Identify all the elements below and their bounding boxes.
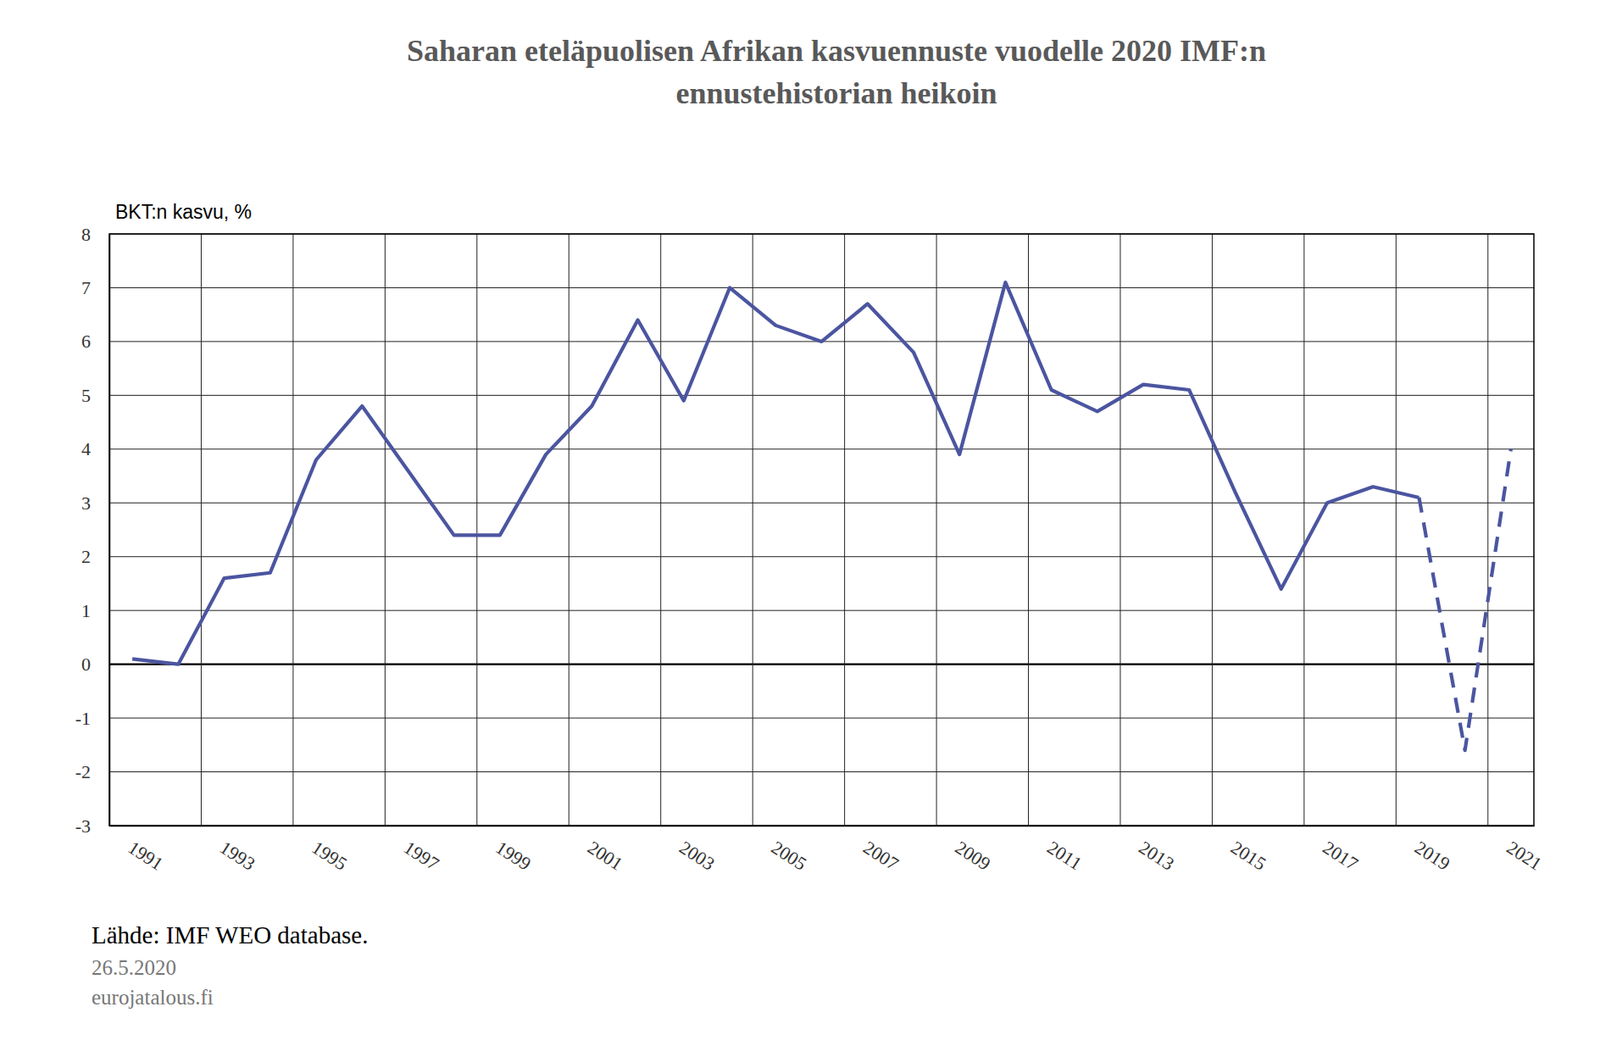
source: Lähde: IMF WEO database. (91, 921, 368, 949)
y-tick: 7 (81, 277, 110, 299)
data-line (1418, 449, 1511, 750)
y-tick: -3 (75, 815, 110, 837)
title: Saharan eteläpuolisen Afrikan kasvuennus… (406, 33, 1267, 68)
x-tick-label: 1991 (124, 836, 168, 875)
grid-line (752, 233, 754, 826)
y-axis-title: BKT:n kasvu, % (115, 200, 252, 223)
x-tick: 2015 (1227, 825, 1271, 875)
series-group (132, 282, 1512, 750)
x-tick: 1991 (124, 825, 168, 875)
grid-line (1487, 233, 1489, 826)
x-tick-label: 1993 (216, 836, 260, 875)
date: 26.5.2020 (91, 955, 177, 979)
y-tick-label: 6 (81, 330, 91, 352)
x-tick-label: 2007 (859, 836, 903, 875)
y-tick: 2 (81, 545, 110, 567)
x-tick: 2009 (951, 825, 995, 875)
x-tick-label: 2005 (767, 836, 812, 875)
y-tick-label: 1 (81, 600, 91, 622)
grid-line (568, 233, 570, 826)
x-tick-label: 2011 (1043, 836, 1086, 874)
x-tick-label: 2015 (1227, 836, 1271, 875)
x-tick: 1999 (491, 825, 535, 875)
y-tick-label: -1 (75, 707, 91, 729)
title: ennustehistorian heikoin (675, 76, 997, 111)
y-tick: 1 (81, 600, 110, 622)
x-tick: 1995 (308, 825, 352, 875)
grid-line (109, 663, 1534, 666)
grid-line (1395, 233, 1397, 826)
y-tick: 0 (81, 653, 110, 675)
x-tick: 2003 (675, 825, 719, 875)
grid-line (1303, 233, 1305, 826)
grid-line (660, 233, 662, 826)
grid-line (292, 233, 294, 826)
y-tick-label: -2 (75, 761, 91, 783)
x-tick: 2005 (767, 825, 812, 875)
x-tick-label: 2001 (583, 836, 628, 875)
x-tick-label: 2017 (1319, 836, 1363, 875)
grid-line (384, 233, 386, 826)
grid-line (1027, 233, 1029, 826)
chart: Saharan eteläpuolisen Afrikan kasvuennus… (0, 0, 1600, 1046)
plot-frame (109, 233, 1534, 826)
x-tick: 2019 (1411, 825, 1455, 875)
x-axis: 1991 1993 1995 1997 1999 2001 2003 2005 2007 2009… (110, 825, 1546, 875)
y-axis-line (109, 234, 112, 827)
grid-line (936, 233, 938, 826)
y-tick-label: 7 (81, 277, 91, 299)
y-tick-label: 3 (81, 492, 91, 514)
y-tick-label: 5 (81, 384, 91, 406)
x-tick-label: 2021 (1502, 836, 1546, 875)
x-tick-label: 2019 (1411, 836, 1455, 875)
x-tick-label: 2003 (675, 836, 719, 875)
y-tick-label: 2 (81, 545, 91, 567)
y-tick-label: 8 (81, 223, 91, 245)
grid-line (200, 233, 202, 826)
grid-line (109, 394, 1534, 396)
x-tick-label: 2009 (951, 836, 995, 875)
y-tick: 4 (81, 438, 110, 460)
data-line (132, 282, 1419, 665)
x-tick-label: 1997 (400, 836, 444, 875)
y-tick-label: 0 (81, 653, 91, 675)
grid-line (109, 555, 1534, 557)
y-tick: -1 (75, 707, 110, 729)
grid-line (109, 771, 1534, 773)
x-tick: 2021 (1502, 825, 1546, 875)
y-tick: 3 (81, 492, 110, 514)
x-tick-label: 1995 (308, 836, 352, 875)
x-tick: 2001 (583, 825, 628, 875)
y-tick: -2 (75, 761, 110, 783)
y-tick-label: -3 (75, 815, 91, 837)
grid-line (109, 717, 1534, 719)
website: eurojatalous.fi (91, 985, 214, 1009)
x-tick: 1997 (400, 825, 444, 875)
grid-line (109, 502, 1534, 504)
x-tick: 2007 (859, 825, 903, 875)
y-tick: 8 (81, 223, 110, 245)
y-tick: 5 (81, 384, 110, 406)
x-tick: 1993 (216, 825, 260, 875)
x-axis-line (110, 825, 1535, 828)
y-tick-label: 4 (81, 438, 91, 460)
y-axis: -3 -2 -1 0 1 2 3 4 5 6 7 8 (75, 223, 111, 837)
y-tick: 6 (81, 330, 110, 352)
x-tick-label: 2013 (1135, 836, 1179, 875)
grid-line (109, 610, 1534, 612)
grid-line (476, 233, 478, 826)
x-tick: 2017 (1319, 825, 1363, 875)
x-tick: 2013 (1135, 825, 1179, 875)
x-tick: 2011 (1043, 825, 1086, 874)
grid-line (109, 287, 1534, 289)
grid (109, 233, 1534, 826)
grid-line (1119, 233, 1121, 826)
x-tick-label: 1999 (491, 836, 535, 875)
grid-line (1211, 233, 1213, 826)
